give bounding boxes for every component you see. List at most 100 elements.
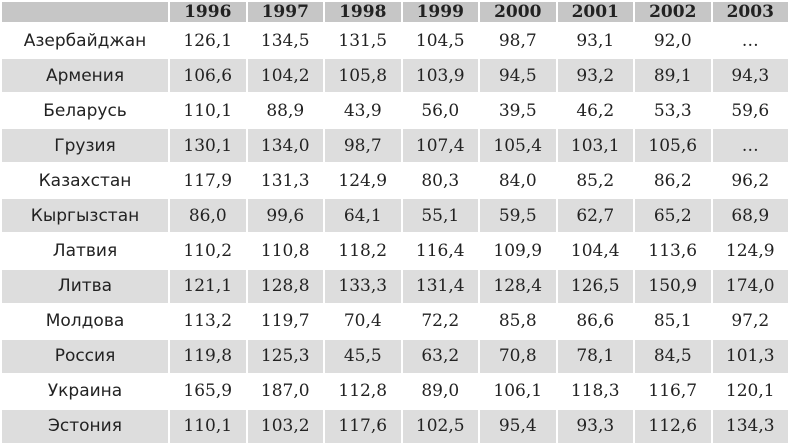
value-cell: 103,9 [400, 57, 480, 95]
country-cell: Украина [0, 372, 170, 410]
value-cell: 98,7 [323, 127, 403, 165]
header-row: 1996 1997 1998 1999 2000 2001 2002 2003 [0, 0, 790, 24]
value-cell: 110,2 [168, 232, 248, 270]
value-cell: 124,9 [710, 232, 790, 270]
value-cell: 187,0 [245, 372, 325, 410]
value-cell: 96,2 [710, 162, 790, 200]
value-cell: 104,5 [400, 21, 480, 60]
value-cell: 131,3 [245, 162, 325, 200]
value-cell: 59,5 [478, 197, 558, 235]
country-cell: Молдова [0, 302, 170, 340]
year-header: 1997 [245, 0, 325, 24]
value-cell: 55,1 [400, 197, 480, 235]
value-cell: 84,0 [478, 162, 558, 200]
value-cell: 121,1 [168, 267, 248, 305]
value-cell: 131,4 [400, 267, 480, 305]
value-cell: 85,2 [555, 162, 635, 200]
value-cell: 102,5 [400, 407, 480, 445]
country-cell: Литва [0, 267, 170, 305]
value-cell: 80,3 [400, 162, 480, 200]
table-row: Азербайджан 126,1 134,5 131,5 104,5 98,7 93,1 9… [0, 21, 790, 60]
value-cell: 109,9 [478, 232, 558, 270]
table-row: Кыргызстан 86,0 99,6 64,1 55,1 59,5 62,7 65,2 68… [0, 197, 790, 235]
value-cell: 94,5 [478, 57, 558, 95]
value-cell: 85,1 [633, 302, 713, 340]
year-header: 2003 [710, 0, 790, 24]
value-cell: 105,4 [478, 127, 558, 165]
value-cell: 105,8 [323, 57, 403, 95]
value-cell: 134,0 [245, 127, 325, 165]
country-cell: Грузия [0, 127, 170, 165]
value-cell: 117,9 [168, 162, 248, 200]
value-cell: 133,3 [323, 267, 403, 305]
year-header: 1996 [168, 0, 248, 24]
value-cell: 110,1 [168, 407, 248, 445]
value-cell: 78,1 [555, 337, 635, 375]
value-cell: 107,4 [400, 127, 480, 165]
value-cell: 104,2 [245, 57, 325, 95]
value-cell: 119,7 [245, 302, 325, 340]
value-cell: 68,9 [710, 197, 790, 235]
table-row: Эстония 110,1 103,2 117,6 102,5 95,4 93,3 112,6… [0, 407, 790, 445]
table-row: Беларусь 110,1 88,9 43,9 56,0 39,5 46,2 53,3 59,… [0, 92, 790, 130]
value-cell: 117,6 [323, 407, 403, 445]
value-cell: 165,9 [168, 372, 248, 410]
value-cell: 110,8 [245, 232, 325, 270]
value-cell: 92,0 [633, 21, 713, 60]
value-cell: 128,4 [478, 267, 558, 305]
value-cell: 93,2 [555, 57, 635, 95]
value-cell: 134,3 [710, 407, 790, 445]
table-row: Грузия 130,1 134,0 98,7 107,4 105,4 103,1 105,6… [0, 127, 790, 165]
value-cell: 88,9 [245, 92, 325, 130]
value-cell: 120,1 [710, 372, 790, 410]
value-cell: 124,9 [323, 162, 403, 200]
value-cell: 174,0 [710, 267, 790, 305]
value-cell: 125,3 [245, 337, 325, 375]
table-row: Молдова 113,2 119,7 70,4 72,2 85,8 86,6 85,1 97,… [0, 302, 790, 340]
value-cell: 84,5 [633, 337, 713, 375]
value-cell: 128,8 [245, 267, 325, 305]
corner-cell [0, 0, 170, 24]
value-cell: 118,3 [555, 372, 635, 410]
country-cell: Армения [0, 57, 170, 95]
table-row: Россия 119,8 125,3 45,5 63,2 70,8 78,1 84,5 101,… [0, 337, 790, 375]
value-cell: 70,4 [323, 302, 403, 340]
value-cell: 113,2 [168, 302, 248, 340]
table-row: Украина 165,9 187,0 112,8 89,0 106,1 118,3 116,… [0, 372, 790, 410]
value-cell: 126,5 [555, 267, 635, 305]
value-cell: 118,2 [323, 232, 403, 270]
value-cell: 134,5 [245, 21, 325, 60]
value-cell: 110,1 [168, 92, 248, 130]
value-cell: 62,7 [555, 197, 635, 235]
value-cell: 113,6 [633, 232, 713, 270]
value-cell: 65,2 [633, 197, 713, 235]
year-header: 1998 [323, 0, 403, 24]
value-cell: 99,6 [245, 197, 325, 235]
country-cell: Казахстан [0, 162, 170, 200]
value-cell: 46,2 [555, 92, 635, 130]
value-cell: 93,3 [555, 407, 635, 445]
value-cell: 59,6 [710, 92, 790, 130]
value-cell: 63,2 [400, 337, 480, 375]
value-cell: 94,3 [710, 57, 790, 95]
value-cell: 116,4 [400, 232, 480, 270]
country-cell: Беларусь [0, 92, 170, 130]
value-cell: 64,1 [323, 197, 403, 235]
value-cell: 97,2 [710, 302, 790, 340]
year-header: 2001 [555, 0, 635, 24]
value-cell: 70,8 [478, 337, 558, 375]
country-cell: Эстония [0, 407, 170, 445]
table-row: Казахстан 117,9 131,3 124,9 80,3 84,0 85,2 86,2… [0, 162, 790, 200]
table-row: Литва 121,1 128,8 133,3 131,4 128,4 126,5 150,9… [0, 267, 790, 305]
value-cell: 72,2 [400, 302, 480, 340]
value-cell: 45,5 [323, 337, 403, 375]
country-cell: Латвия [0, 232, 170, 270]
value-cell: 56,0 [400, 92, 480, 130]
value-cell: 101,3 [710, 337, 790, 375]
year-header: 2000 [478, 0, 558, 24]
value-cell: 53,3 [633, 92, 713, 130]
value-cell: 126,1 [168, 21, 248, 60]
value-cell: 119,8 [168, 337, 248, 375]
